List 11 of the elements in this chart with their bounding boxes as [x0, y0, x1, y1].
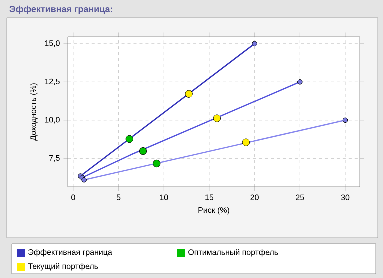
- point: [342, 118, 348, 124]
- point: [126, 135, 134, 144]
- point: [82, 177, 87, 183]
- point: [252, 41, 258, 47]
- point: [139, 148, 148, 156]
- point: [213, 114, 222, 122]
- point: [153, 160, 161, 168]
- chart-title: Эффективная граница:: [10, 6, 112, 14]
- point: [242, 138, 250, 146]
- point: [185, 90, 193, 98]
- point: [298, 80, 303, 85]
